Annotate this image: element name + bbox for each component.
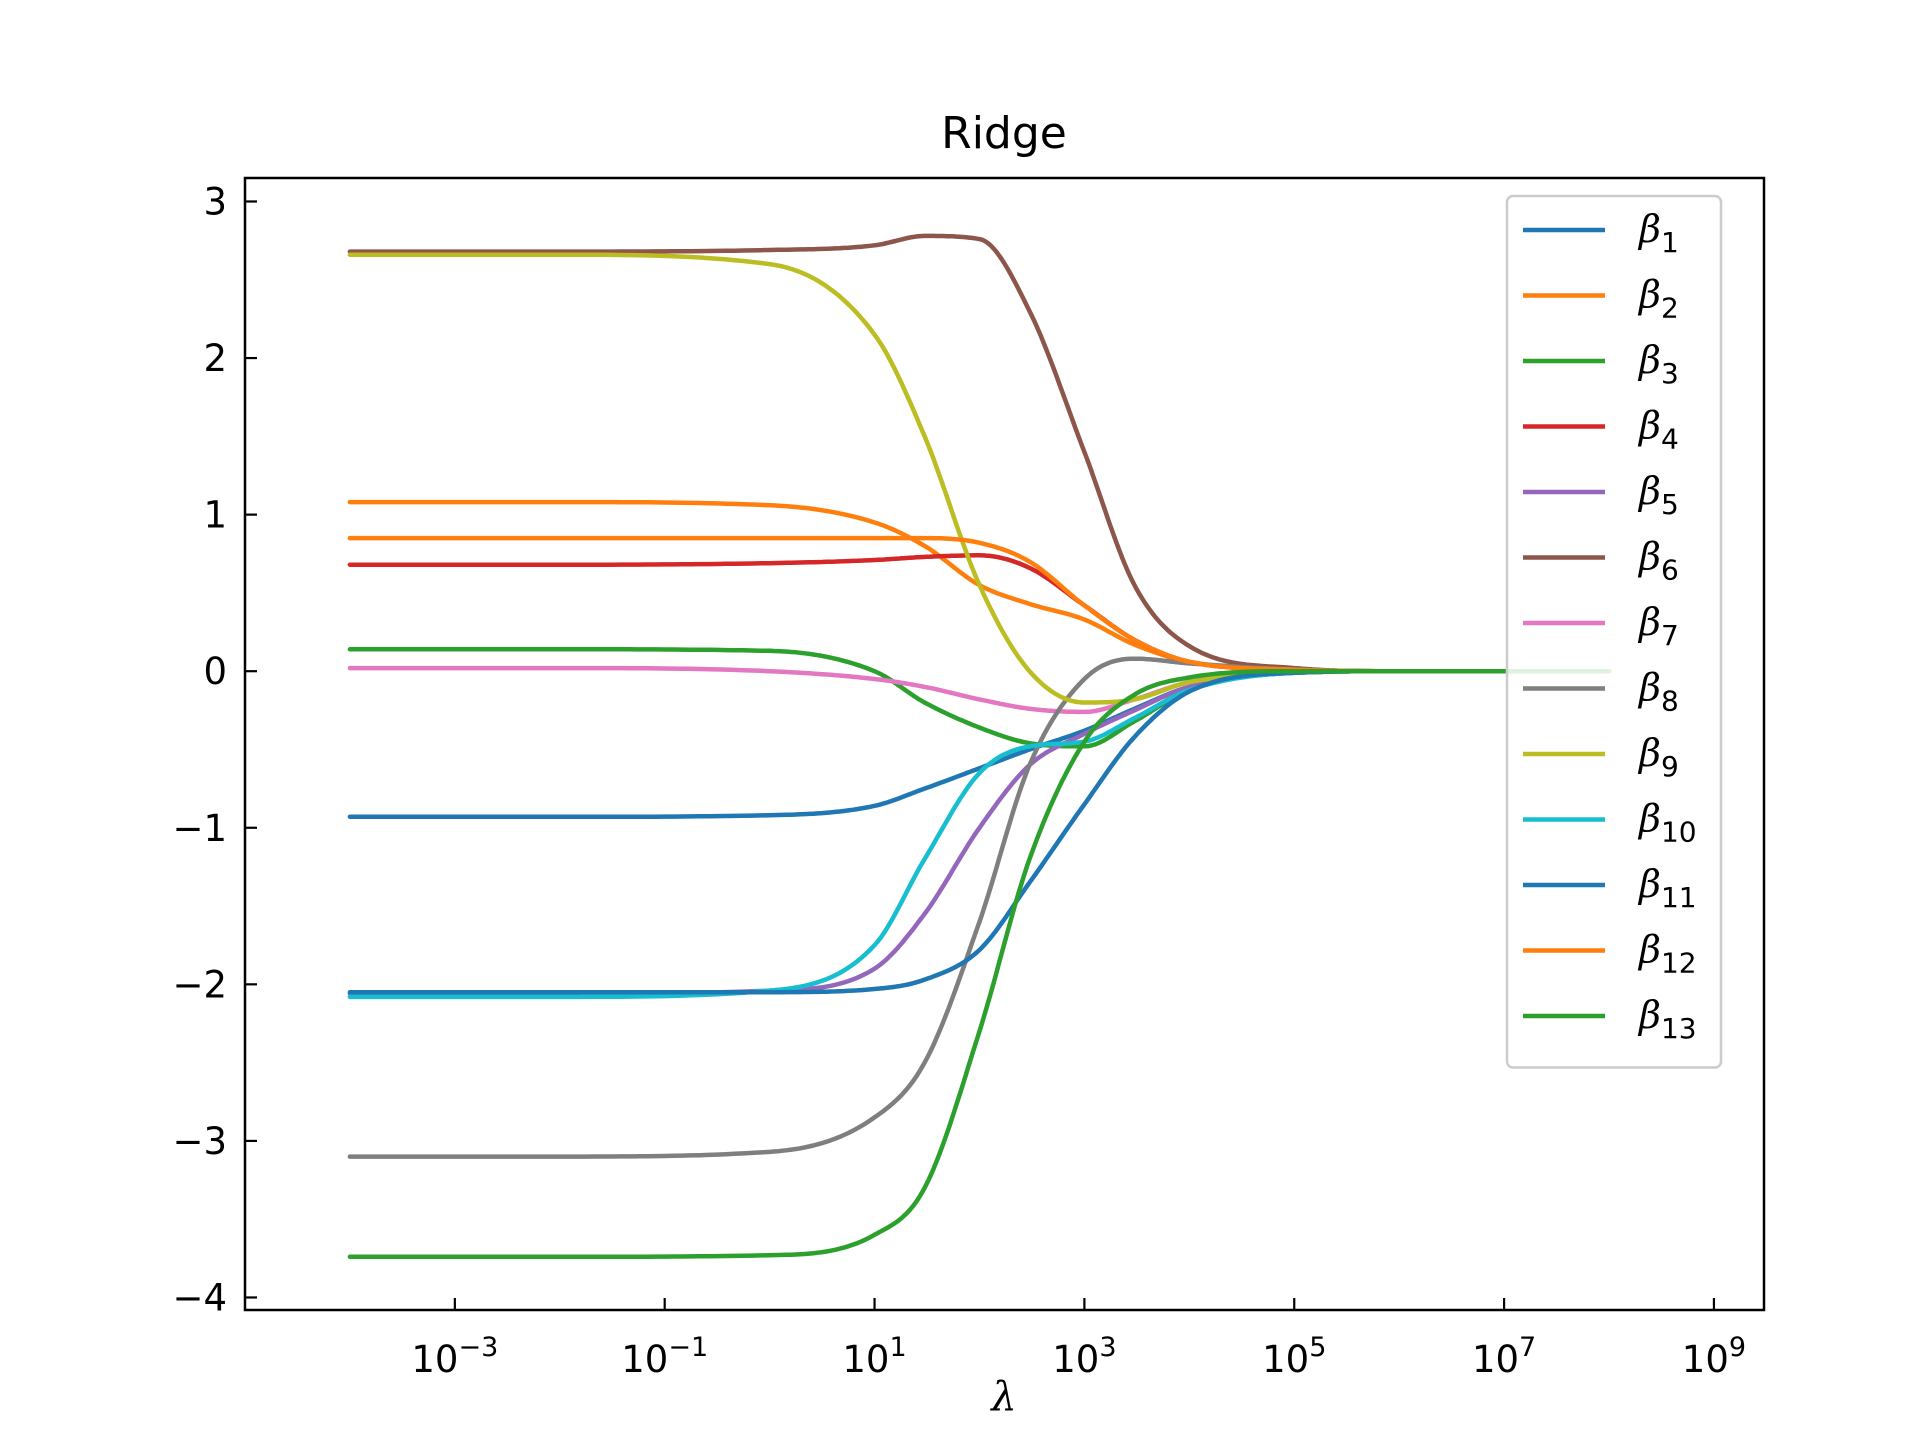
legend-label: β9	[1637, 731, 1679, 783]
legend-symbol: β	[1637, 731, 1661, 775]
x-tick-label: 107	[1472, 1332, 1536, 1381]
legend-symbol: β	[1637, 993, 1661, 1037]
legend-entry-beta-6: β6	[1523, 535, 1679, 587]
x-tick-label: 105	[1262, 1332, 1326, 1381]
x-tick-exponent: 9	[1729, 1332, 1746, 1363]
x-tick-base: 10	[621, 1338, 668, 1381]
legend-subscript: 12	[1661, 947, 1697, 980]
legend-entry-beta-3: β3	[1523, 338, 1679, 390]
legend-symbol: β	[1637, 600, 1661, 644]
x-tick-exponent: 7	[1519, 1332, 1536, 1363]
legend-subscript: 10	[1661, 816, 1697, 849]
y-tick-label: −2	[172, 963, 227, 1006]
legend-subscript: 3	[1661, 357, 1679, 390]
legend-label: β1	[1637, 207, 1679, 259]
legend-label: β10	[1637, 797, 1697, 849]
legend-label: β7	[1637, 600, 1679, 652]
plot-frame	[243, 176, 1766, 1312]
legend-symbol: β	[1637, 207, 1661, 251]
legend-entry-beta-8: β8	[1523, 666, 1679, 718]
legend-label: β5	[1637, 469, 1679, 521]
y-tick-label: −1	[172, 807, 227, 850]
series-line-beta-1	[347, 668, 1612, 820]
legend-entry-beta-5: β5	[1523, 469, 1679, 521]
legend-subscript: 4	[1661, 423, 1679, 456]
series-line-beta-6	[347, 233, 1612, 674]
legend-subscript: 7	[1661, 619, 1679, 652]
x-tick-label: 103	[1052, 1332, 1116, 1381]
x-tick-label: 109	[1682, 1332, 1746, 1381]
legend-symbol: β	[1637, 535, 1661, 579]
x-tick-label: 101	[842, 1332, 906, 1381]
y-tick-label: 0	[203, 650, 227, 693]
legend-symbol: β	[1637, 862, 1661, 906]
legend-symbol: β	[1637, 797, 1661, 841]
x-tick-exponent: −3	[458, 1332, 498, 1363]
legend-entry-beta-1: β1	[1523, 207, 1679, 259]
series-line-beta-5	[347, 668, 1612, 996]
legend-entry-beta-7: β7	[1523, 600, 1679, 652]
series-line-beta-13	[347, 668, 1612, 1260]
y-tick-label: 1	[203, 494, 227, 537]
legend-label: β11	[1637, 862, 1697, 914]
legend-entry-beta-11: β11	[1523, 862, 1697, 914]
legend-label: β6	[1637, 535, 1679, 587]
legend-label: β2	[1637, 273, 1679, 325]
legend-label: β4	[1637, 404, 1679, 456]
x-tick-exponent: 5	[1309, 1332, 1326, 1363]
legend-symbol: β	[1637, 404, 1661, 448]
legend-box	[1505, 194, 1723, 1069]
legend-subscript: 9	[1661, 750, 1679, 783]
x-tick-base: 10	[842, 1338, 889, 1381]
legend-entry-beta-9: β9	[1523, 731, 1679, 783]
y-axis: 3 2 1 0 −1 −2 −3 −4	[172, 180, 257, 1319]
y-tick-label: −3	[172, 1120, 227, 1163]
legend-entry-beta-2: β2	[1523, 273, 1679, 325]
legend-symbol: β	[1637, 469, 1661, 513]
x-tick-base: 10	[411, 1338, 458, 1381]
series-line-beta-9	[347, 252, 1612, 705]
legend-label: β12	[1637, 928, 1697, 980]
y-tick-label: 3	[203, 180, 227, 223]
x-tick-base: 10	[1262, 1338, 1309, 1381]
legend-label: β8	[1637, 666, 1679, 718]
legend-subscript: 11	[1661, 881, 1697, 914]
series-line-beta-8	[347, 656, 1612, 1159]
legend-label: β3	[1637, 338, 1679, 390]
x-tick-exponent: −1	[668, 1332, 708, 1363]
legend-symbol: β	[1637, 338, 1661, 382]
legend-subscript: 13	[1661, 1012, 1697, 1045]
series-line-beta-7	[347, 665, 1612, 715]
x-tick-base: 10	[1052, 1338, 1099, 1381]
legend-subscript: 5	[1661, 488, 1679, 521]
x-tick-base: 10	[1682, 1338, 1729, 1381]
chart-title: Ridge	[941, 108, 1067, 159]
legend-subscript: 1	[1661, 226, 1679, 259]
legend-entry-beta-4: β4	[1523, 404, 1679, 456]
x-tick-label: 10−3	[411, 1332, 498, 1381]
legend-entry-beta-12: β12	[1523, 928, 1697, 980]
x-tick-base: 10	[1472, 1338, 1519, 1381]
legend-subscript: 2	[1661, 292, 1679, 325]
x-tick-exponent: 1	[889, 1332, 906, 1363]
series-line-beta-4	[347, 553, 1612, 674]
legend-symbol: β	[1637, 928, 1661, 972]
x-axis: 10−3 10−1 101 103 105 107 109	[411, 1298, 1746, 1381]
y-tick-label: −4	[172, 1276, 227, 1319]
legend-symbol: β	[1637, 666, 1661, 710]
legend-symbol: β	[1637, 273, 1661, 317]
legend-label: β13	[1637, 993, 1697, 1045]
legend-entry-beta-10: β10	[1523, 797, 1697, 849]
y-tick-label: 2	[203, 337, 227, 380]
x-axis-label: λ	[989, 1374, 1016, 1420]
legend-subscript: 6	[1661, 554, 1679, 587]
x-tick-label: 10−1	[621, 1332, 708, 1381]
legend-entry-beta-13: β13	[1523, 993, 1697, 1045]
legend-subscript: 8	[1661, 685, 1679, 718]
plot-lines	[347, 233, 1612, 1260]
x-tick-exponent: 3	[1099, 1332, 1116, 1363]
